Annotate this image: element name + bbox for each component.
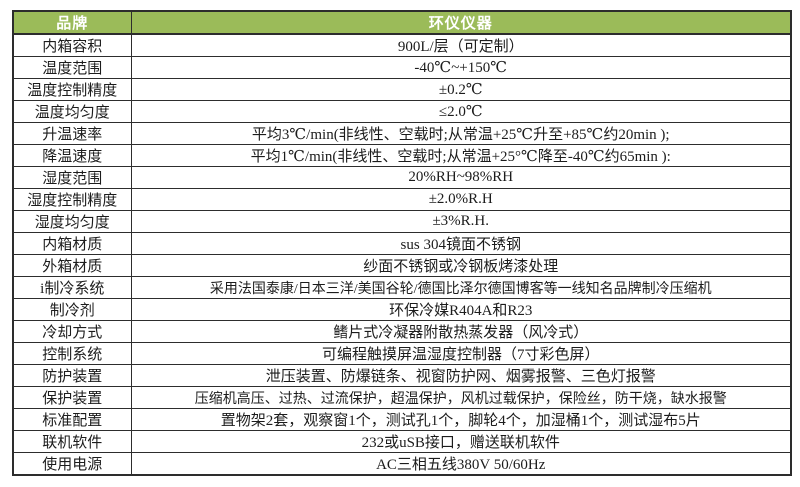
spec-label: 保护装置 (12, 386, 132, 409)
spec-label: 制冷剂 (12, 298, 132, 321)
table-row: 外箱材质 纱面不锈钢或冷钢板烤漆处理 (12, 254, 792, 277)
spec-label: 温度范围 (12, 56, 132, 79)
spec-value: 置物架2套，观察窗1个，测试孔1个，脚轮4个，加湿桶1个，测试湿布5片 (130, 408, 792, 431)
spec-value: sus 304镜面不锈钢 (130, 232, 792, 255)
table-row: 防护装置 泄压装置、防爆链条、视窗防护网、烟雾报警、三色灯报警 (12, 364, 792, 387)
table-row: 标准配置 置物架2套，观察窗1个，测试孔1个，脚轮4个，加湿桶1个，测试湿布5片 (12, 408, 792, 431)
spec-label: 联机软件 (12, 430, 132, 453)
spec-label: 湿度均匀度 (12, 210, 132, 233)
table-row: 温度控制精度 ±0.2℃ (12, 78, 792, 101)
spec-value: 20%RH~98%RH (130, 166, 792, 189)
spec-label: 内箱材质 (12, 232, 132, 255)
spec-label: 使用电源 (12, 452, 132, 476)
spec-value: 232或uSB接口，赠送联机软件 (130, 430, 792, 453)
spec-label: 温度均匀度 (12, 100, 132, 123)
spec-value: ±0.2℃ (130, 78, 792, 101)
spec-value: 环保冷媒R404A和R23 (130, 298, 792, 321)
brand-header-cell: 品牌 (12, 10, 132, 35)
spec-value: 平均1℃/min(非线性、空载时;从常温+25°℃降至-40℃约65min ): (130, 144, 792, 167)
table-row: 保护装置 压缩机高压、过热、过流保护，超温保护，风机过载保护，保险丝，防干烧，缺… (12, 386, 792, 409)
table-row: 控制系统 可编程触摸屏温湿度控制器（7寸彩色屏） (12, 342, 792, 365)
table-row: 温度范围 -40℃~+150℃ (12, 56, 792, 79)
table-row: 使用电源 AC三相五线380V 50/60Hz (12, 452, 792, 476)
spec-label: 标准配置 (12, 408, 132, 431)
spec-value: 泄压装置、防爆链条、视窗防护网、烟雾报警、三色灯报警 (130, 364, 792, 387)
spec-value: ±2.0%R.H (130, 188, 792, 211)
header-row: 品牌 环仪仪器 (12, 10, 792, 35)
table-row: 冷却方式 鳍片式冷凝器附散热蒸发器（风冷式） (12, 320, 792, 343)
table-row: 联机软件 232或uSB接口，赠送联机软件 (12, 430, 792, 453)
table-row: 内箱材质 sus 304镜面不锈钢 (12, 232, 792, 255)
spec-label: i制冷系统 (12, 276, 132, 299)
spec-value: ±3%R.H. (130, 210, 792, 233)
spec-label: 湿度范围 (12, 166, 132, 189)
spec-value: 纱面不锈钢或冷钢板烤漆处理 (130, 254, 792, 277)
table-row: 湿度均匀度 ±3%R.H. (12, 210, 792, 233)
spec-value: 采用法国泰康/日本三洋/美国谷轮/德国比泽尔德国博客等一线知名品牌制冷压缩机 (130, 276, 792, 299)
spec-value: 900L/层（可定制） (130, 33, 792, 57)
spec-label: 降温速度 (12, 144, 132, 167)
spec-value: 可编程触摸屏温湿度控制器（7寸彩色屏） (130, 342, 792, 365)
table-row: 湿度范围 20%RH~98%RH (12, 166, 792, 189)
brand-value-cell: 环仪仪器 (130, 10, 792, 35)
spec-label: 湿度控制精度 (12, 188, 132, 211)
spec-label: 升温速率 (12, 122, 132, 145)
spec-table: 品牌 环仪仪器 内箱容积 900L/层（可定制） 温度范围 -40℃~+150℃… (12, 10, 792, 476)
spec-label: 冷却方式 (12, 320, 132, 343)
spec-table-container: 品牌 环仪仪器 内箱容积 900L/层（可定制） 温度范围 -40℃~+150℃… (12, 10, 792, 476)
spec-value: 平均3℃/min(非线性、空载时;从常温+25℃升至+85℃约20min ); (130, 122, 792, 145)
spec-value: 鳍片式冷凝器附散热蒸发器（风冷式） (130, 320, 792, 343)
table-row: 降温速度 平均1℃/min(非线性、空载时;从常温+25°℃降至-40℃约65m… (12, 144, 792, 167)
spec-value: -40℃~+150℃ (130, 56, 792, 79)
spec-label: 外箱材质 (12, 254, 132, 277)
table-row: 制冷剂 环保冷媒R404A和R23 (12, 298, 792, 321)
spec-label: 防护装置 (12, 364, 132, 387)
spec-label: 内箱容积 (12, 33, 132, 57)
spec-label: 控制系统 (12, 342, 132, 365)
table-row: 湿度控制精度 ±2.0%R.H (12, 188, 792, 211)
spec-label: 温度控制精度 (12, 78, 132, 101)
table-row: i制冷系统 采用法国泰康/日本三洋/美国谷轮/德国比泽尔德国博客等一线知名品牌制… (12, 276, 792, 299)
spec-value: 压缩机高压、过热、过流保护，超温保护，风机过载保护，保险丝，防干烧，缺水报警 (130, 386, 792, 409)
spec-value: AC三相五线380V 50/60Hz (130, 452, 792, 476)
table-row: 升温速率 平均3℃/min(非线性、空载时;从常温+25℃升至+85℃约20mi… (12, 122, 792, 145)
table-row: 内箱容积 900L/层（可定制） (12, 33, 792, 57)
table-row: 温度均匀度 ≤2.0℃ (12, 100, 792, 123)
spec-value: ≤2.0℃ (130, 100, 792, 123)
